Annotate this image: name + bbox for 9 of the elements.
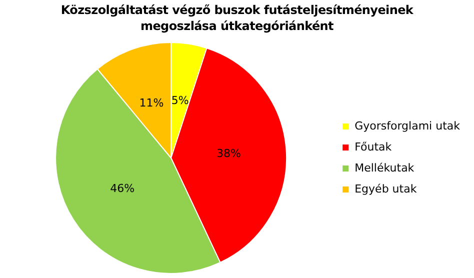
legend-label: Gyorsforglami utak — [354, 119, 461, 132]
data-label: 38% — [216, 147, 241, 160]
legend-label: Főutak — [354, 140, 392, 154]
data-label: 11% — [139, 96, 164, 110]
chart-title: Közszolgáltatást végző buszok futásteljesítményeinek megoszlása útkategóriánként — [60, 2, 414, 34]
legend-label: Mellékutak — [354, 161, 415, 174]
data-label: 5% — [171, 94, 189, 107]
legend-label: Egyéb utak — [354, 182, 418, 196]
data-label: 46% — [110, 182, 135, 195]
